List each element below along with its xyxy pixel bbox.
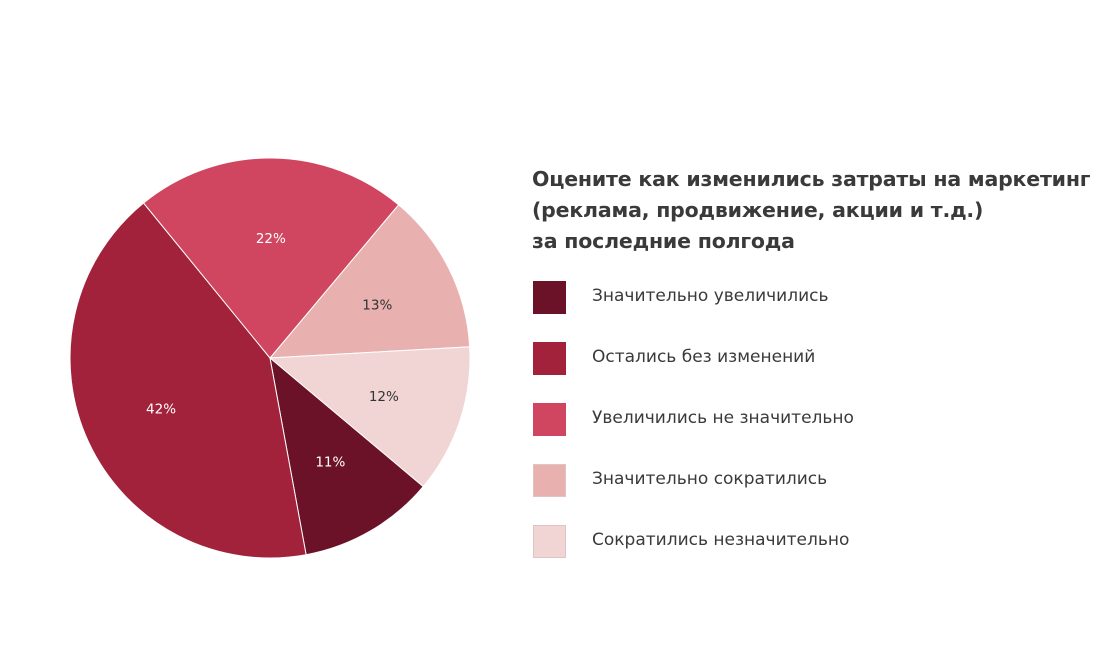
legend-label: Остались без изменений — [592, 347, 816, 367]
legend-swatch — [533, 342, 566, 375]
legend-swatch — [533, 464, 566, 497]
chart-title: Оцените как изменились затраты на маркет… — [532, 164, 1090, 257]
legend-label: Увеличились не значительно — [592, 408, 854, 428]
legend-label: Значительно сократились — [592, 469, 828, 489]
pie-slice — [142, 157, 400, 359]
pie-slice — [268, 204, 471, 359]
slice-label: 11% — [315, 455, 345, 471]
slice-label: 22% — [256, 231, 286, 247]
legend-label: Сократились незначительно — [592, 530, 850, 550]
slice-label: 13% — [362, 297, 392, 313]
pie-slice — [268, 346, 471, 488]
legend-swatch — [533, 525, 566, 558]
slice-label: 12% — [369, 389, 399, 405]
slice-label: 42% — [146, 401, 176, 417]
chart-title-line: (реклама, продвижение, акции и т.д.) — [532, 198, 984, 222]
legend-swatch — [533, 403, 566, 436]
legend-swatch — [533, 281, 566, 314]
chart-title-line: Оцените как изменились затраты на маркет… — [532, 167, 1091, 191]
pie-slice — [69, 202, 307, 559]
pie-slice — [269, 356, 424, 556]
legend-label: Значительно увеличились — [592, 286, 829, 306]
chart-title-line: за последние полгода — [532, 229, 795, 253]
